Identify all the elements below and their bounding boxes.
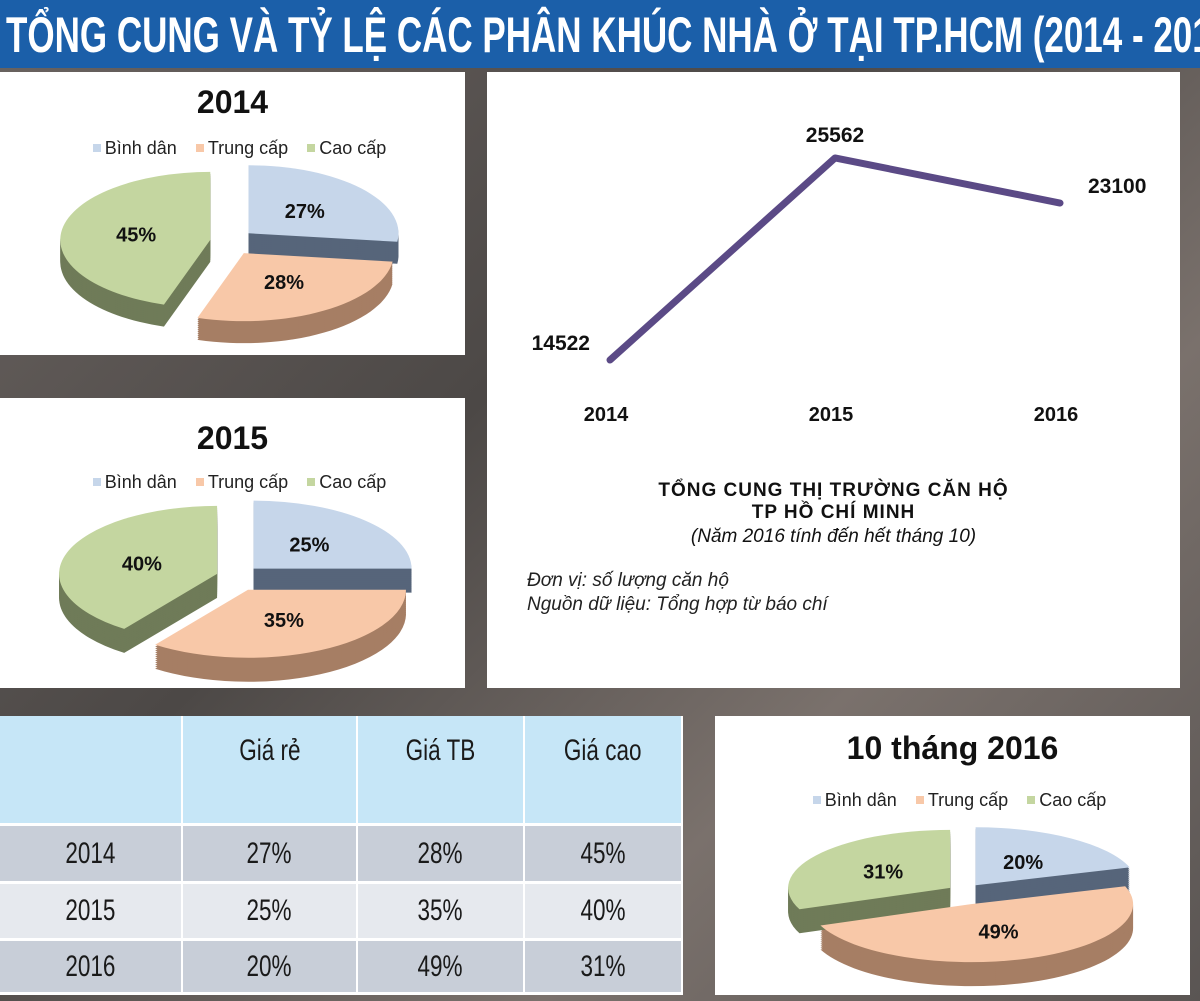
pie-data-label: 45% xyxy=(116,225,156,247)
pie-title: 2015 xyxy=(196,420,269,456)
segment-table: Giá rẻ Giá TB Giá cao 2014 27% 28% 45% 2015 25% 3… xyxy=(0,716,683,995)
line-chart: 14522 2014 25562 2015 23100 2016 xyxy=(532,124,1147,426)
pie-data-label: 40% xyxy=(122,553,162,575)
pie-panel-2014: 2014 Bình dân Trung cấp Cao cấp 27% 28% 45… xyxy=(0,72,465,355)
pie-legend: Bình dân Trung cấp Cao cấp xyxy=(0,472,465,493)
cell-text: 20% xyxy=(246,949,293,983)
pie-slice-binh-dan xyxy=(248,165,399,242)
pie-title: 10 tháng 2016 xyxy=(846,730,1059,766)
cell-text: 31% xyxy=(580,949,626,983)
pie-chart-10-thang-2016: 20% 49% 31% xyxy=(788,827,1134,987)
cell-text: 35% xyxy=(417,894,464,927)
pie-slice-cao-cap xyxy=(59,505,218,629)
title-bar: TỔNG CUNG VÀ TỶ LỆ CÁC PHÂN KHÚC NHÀ Ở T… xyxy=(0,0,1200,68)
legend-label: Trung cấp xyxy=(207,472,289,492)
legend-swatch-trung-cap xyxy=(915,796,924,804)
table-cell: 35% xyxy=(358,884,525,941)
table-cell: 40% xyxy=(525,884,683,941)
data-label: 23100 xyxy=(1088,175,1146,198)
legend-label: Bình dân xyxy=(104,138,177,158)
table-cell: 2015 xyxy=(0,884,183,941)
line-chart-title-2: TP HỒ CHÍ MINH xyxy=(751,502,916,523)
legend-swatch-binh-dan xyxy=(812,796,821,804)
cell-text: 2016 xyxy=(65,949,116,983)
cell-text: 2014 xyxy=(65,836,116,870)
table-cell: 25% xyxy=(183,884,358,941)
pie-data-label: 25% xyxy=(289,535,329,557)
pie-slice-cao-cap xyxy=(788,829,951,910)
source-note: Nguồn dữ liệu: Tổng hợp từ báo chí xyxy=(527,594,828,615)
pie-data-label: 35% xyxy=(264,610,304,632)
line-chart-title: TỔNG CUNG THỊ TRƯỜNG CĂN HỘ xyxy=(658,480,1009,501)
cell-text: Giá cao xyxy=(564,734,642,767)
pie-data-label: 20% xyxy=(1003,852,1043,874)
legend-label: Cao cấp xyxy=(1039,790,1107,810)
pie-slice-cao-cap xyxy=(60,171,211,305)
pie-data-label: 49% xyxy=(979,921,1019,943)
table-cell: 28% xyxy=(358,826,525,884)
legend-swatch-cao-cap xyxy=(307,144,316,152)
line-chart-subtitle: (Năm 2016 tính đến hết tháng 10) xyxy=(690,526,977,547)
cell-text: 25% xyxy=(246,894,293,927)
table-cell: 49% xyxy=(358,941,525,995)
cell-text: 49% xyxy=(417,949,464,983)
table-cell: 2014 xyxy=(0,826,183,884)
legend-label: Cao cấp xyxy=(319,138,387,158)
legend-label: Bình dân xyxy=(104,472,177,492)
legend-label: Trung cấp xyxy=(927,790,1009,810)
line-chart-panel: 14522 2014 25562 2015 23100 2016 TỔNG CUNG TH… xyxy=(487,72,1180,688)
table-header-cell xyxy=(0,716,183,826)
pie-slice-trung-cap xyxy=(820,886,1134,963)
cell-text: 27% xyxy=(246,836,293,870)
pie-panel-2016: 10 tháng 2016 Bình dân Trung cấp Cao cấp… xyxy=(715,716,1190,995)
x-tick-label: 2016 xyxy=(1034,404,1079,426)
pie-slice-trung-cap xyxy=(197,253,393,322)
legend-swatch-binh-dan xyxy=(92,478,101,486)
legend-label: Trung cấp xyxy=(207,138,289,158)
infographic-title: TỔNG CUNG VÀ TỶ LỆ CÁC PHÂN KHÚC NHÀ Ở T… xyxy=(6,7,1200,63)
legend-label: Bình dân xyxy=(824,790,897,810)
pie-chart-2015: 25% 35% 40% xyxy=(59,500,412,682)
legend-swatch-trung-cap xyxy=(195,144,204,152)
cell-text: 45% xyxy=(580,836,626,870)
pie-slice-binh-dan xyxy=(975,827,1130,886)
legend-swatch-cao-cap xyxy=(1027,796,1036,804)
x-tick-label: 2015 xyxy=(809,404,854,426)
cell-text: Giá TB xyxy=(405,734,476,767)
table-cell: 31% xyxy=(525,941,683,995)
pie-legend: Bình dân Trung cấp Cao cấp xyxy=(715,790,1190,811)
legend-label: Cao cấp xyxy=(319,472,387,492)
table-cell: 2016 xyxy=(0,941,183,995)
pie-data-label: 28% xyxy=(264,272,304,294)
pie-slice-trung-cap xyxy=(155,589,406,658)
table-header-cell: Giá cao xyxy=(525,716,683,826)
table-header-cell: Giá rẻ xyxy=(183,716,358,826)
pie-chart-2014: 27% 28% 45% xyxy=(60,165,399,344)
unit-note: Đơn vị: số lượng căn hộ xyxy=(527,570,729,591)
data-label: 25562 xyxy=(806,124,864,147)
pie-panel-2015: 2015 Bình dân Trung cấp Cao cấp 25% 35% 40… xyxy=(0,398,465,688)
legend-swatch-binh-dan xyxy=(92,144,101,152)
legend-swatch-trung-cap xyxy=(195,478,204,486)
pie-data-label: 27% xyxy=(285,201,325,223)
legend-swatch-cao-cap xyxy=(307,478,316,486)
cell-text: Giá rẻ xyxy=(238,734,301,767)
table-cell: 45% xyxy=(525,826,683,884)
cell-text: 40% xyxy=(580,894,626,927)
cell-text: 2015 xyxy=(65,894,116,927)
table-cell: 20% xyxy=(183,941,358,995)
cell-text: 28% xyxy=(417,836,464,870)
pie-data-label: 31% xyxy=(863,862,903,884)
table-cell: 27% xyxy=(183,826,358,884)
pie-slice-binh-dan xyxy=(253,500,412,569)
table-header-cell: Giá TB xyxy=(358,716,525,826)
data-label: 14522 xyxy=(532,332,590,355)
supply-line xyxy=(606,154,1064,364)
x-tick-label: 2014 xyxy=(584,404,629,426)
pie-title: 2014 xyxy=(196,84,269,120)
pie-legend: Bình dân Trung cấp Cao cấp xyxy=(0,138,465,159)
